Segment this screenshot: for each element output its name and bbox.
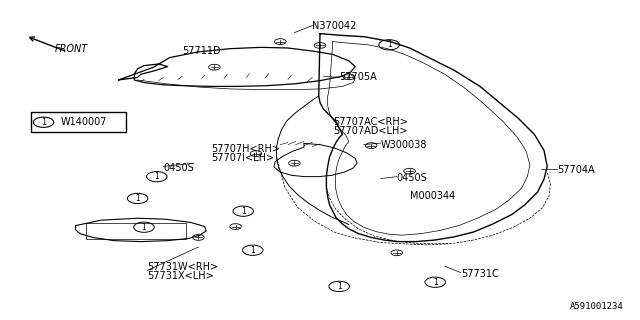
Text: 0450S: 0450S (163, 163, 194, 173)
Text: 57731C: 57731C (461, 268, 499, 279)
Text: 1: 1 (241, 207, 246, 216)
Text: 57707AC<RH>: 57707AC<RH> (333, 116, 408, 127)
Text: W300038: W300038 (381, 140, 427, 150)
Text: 0450S: 0450S (397, 172, 428, 183)
Text: 57707AD<LH>: 57707AD<LH> (333, 126, 407, 136)
Text: 57711D: 57711D (182, 46, 221, 56)
FancyBboxPatch shape (31, 112, 126, 132)
Text: 1: 1 (141, 223, 147, 232)
Text: M000344: M000344 (410, 191, 455, 201)
Text: 57705A: 57705A (339, 72, 377, 83)
Text: 57707H<RH>: 57707H<RH> (211, 144, 280, 154)
Text: FRONT: FRONT (54, 44, 88, 54)
Text: 1: 1 (41, 118, 46, 127)
Text: 1: 1 (387, 40, 392, 49)
Text: 57731X<LH>: 57731X<LH> (147, 271, 214, 281)
Text: 1: 1 (154, 172, 159, 181)
Text: 57704A: 57704A (557, 164, 595, 175)
Bar (86, 223, 186, 239)
Text: 57731W<RH>: 57731W<RH> (147, 262, 218, 272)
Text: 1: 1 (433, 278, 438, 287)
Text: 1: 1 (250, 246, 255, 255)
Text: A591001234: A591001234 (570, 302, 624, 311)
Text: 57707I<LH>: 57707I<LH> (211, 153, 275, 164)
Text: N370042: N370042 (312, 20, 356, 31)
Text: W140007: W140007 (61, 117, 108, 127)
Text: 1: 1 (337, 282, 342, 291)
Text: 1: 1 (135, 194, 140, 203)
